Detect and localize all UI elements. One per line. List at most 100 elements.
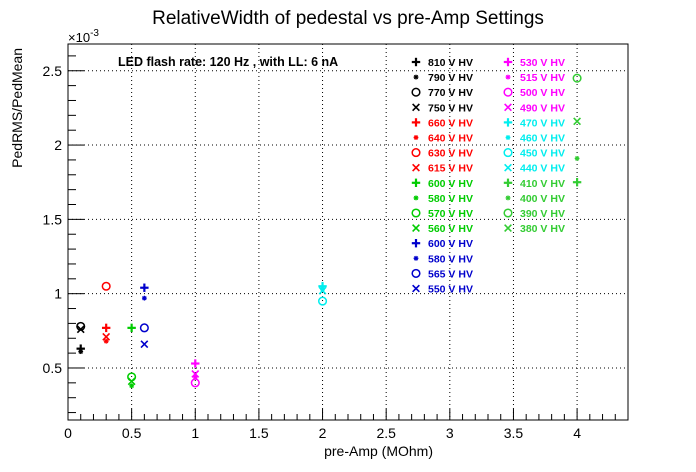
legend-marker: [413, 195, 419, 201]
annotation-text: LED flash rate: 120 Hz , with LL: 6 nA: [118, 55, 338, 69]
data-point-star: [103, 338, 109, 344]
legend-marker: [503, 118, 513, 127]
grid-lines: [68, 44, 628, 420]
legend-label: 600 V HV: [428, 238, 473, 250]
legend-label: 460 V HV: [520, 133, 565, 145]
x-tick-label: 2.5: [376, 425, 396, 441]
data-point-plus: [127, 323, 136, 333]
data-point-cross: [318, 286, 327, 295]
x-tick-label: 0: [64, 425, 72, 441]
legend-label: 490 V HV: [520, 102, 565, 114]
data-point-cross: [127, 377, 136, 386]
legend-marker: [411, 87, 421, 97]
y-tick-label: 2.5: [43, 63, 63, 79]
y-exponent-base: ×10: [68, 30, 90, 45]
legend-label: 500 V HV: [520, 87, 565, 99]
legend-label: 810 V HV: [428, 57, 473, 69]
legend-marker: [503, 178, 513, 187]
legend-label: 530 V HV: [520, 57, 565, 69]
legend-label: 750 V HV: [428, 102, 473, 114]
legend-label: 515 V HV: [520, 72, 565, 84]
legend-marker: [411, 118, 421, 127]
data-point-star: [129, 383, 135, 389]
data-point-star: [574, 156, 580, 161]
legend-marker: [412, 224, 420, 233]
legend-label: 440 V HV: [520, 163, 565, 175]
legend-label: 550 V HV: [428, 284, 473, 296]
y-tick-label: 0.5: [43, 360, 63, 376]
data-point-star: [141, 295, 147, 301]
legend-marker: [504, 103, 512, 112]
data-point-circle: [317, 296, 328, 306]
legend-marker: [412, 103, 420, 112]
data-point-cross: [191, 370, 200, 378]
data-point-plus: [191, 359, 200, 368]
legend-label: 640 V HV: [428, 133, 473, 145]
data-point-circle: [139, 323, 149, 333]
legend-marker: [411, 268, 421, 278]
data-point-cross: [76, 325, 85, 334]
legend-marker: [411, 208, 421, 218]
y-tick-label: 1: [54, 286, 62, 302]
legend-marker: [411, 57, 421, 67]
x-tick-label: 0.5: [122, 425, 142, 441]
legend-marker: [411, 148, 421, 158]
legend-label: 615 V HV: [428, 163, 473, 175]
legend-label: 560 V HV: [428, 223, 473, 235]
legend-label: 470 V HV: [520, 117, 565, 129]
legend-marker: [413, 135, 419, 140]
y-exponent-power: -3: [90, 28, 99, 39]
data-point-cross: [140, 340, 149, 349]
legend-label: 600 V HV: [428, 178, 473, 190]
legend-marker: [413, 74, 419, 80]
x-tick-label: 2: [319, 425, 327, 441]
legend-marker: [503, 87, 513, 97]
legend-marker: [504, 224, 512, 233]
legend-label: 770 V HV: [428, 87, 473, 99]
legend-marker: [412, 163, 420, 172]
legend-marker: [411, 239, 421, 248]
x-tick-label: 1.5: [249, 425, 269, 441]
data-point-cross: [573, 117, 582, 126]
legend-marker: [505, 135, 511, 140]
legend-marker: [505, 195, 511, 201]
legend-marker: [412, 284, 420, 293]
legend-marker: [505, 74, 511, 80]
y-axis-label: PedRMS/PedMean: [9, 48, 25, 168]
data-point-plus: [572, 178, 582, 187]
y-tick-label: 2: [54, 137, 62, 153]
x-tick-label: 3.5: [504, 425, 524, 441]
legend-label: 790 V HV: [428, 72, 473, 84]
data-point-circle: [572, 73, 582, 83]
data-point-plus: [140, 283, 149, 292]
legend-marker: [503, 57, 513, 67]
legend-label: 380 V HV: [520, 223, 565, 235]
legend-label: 580 V HV: [428, 253, 473, 265]
axis-ticks: [67, 55, 629, 420]
legend-label: 630 V HV: [428, 148, 473, 160]
legend: 810 V HV 790 V HV 770 V HV 750 V HV 660 V HV…: [411, 57, 565, 296]
x-tick-label: 4: [573, 425, 581, 441]
legend-marker: [504, 163, 512, 172]
y-tick-label: 1.5: [43, 211, 63, 227]
data-point-star: [78, 349, 84, 355]
x-tick-label: 3: [446, 425, 454, 441]
legend-label: 565 V HV: [428, 268, 473, 280]
legend-marker: [503, 208, 513, 218]
data-points: [76, 73, 582, 389]
axis-tick-labels: 0 0.5 1 1.5 2 2.5 3 3.5 4 0.5 1 1.5 2 2.5: [43, 63, 582, 441]
legend-label: 570 V HV: [428, 208, 473, 220]
legend-marker: [503, 148, 513, 158]
data-point-circle: [101, 281, 111, 291]
legend-label: 400 V HV: [520, 193, 565, 205]
data-point-circle: [190, 378, 200, 388]
data-point-plus: [101, 323, 111, 333]
data-point-cross: [102, 332, 111, 341]
legend-label: 660 V HV: [428, 117, 473, 129]
legend-marker: [413, 255, 419, 261]
y-axis-exponent: ×10-3: [68, 28, 99, 45]
legend-marker: [411, 178, 421, 187]
chart-title: RelativeWidth of pedestal vs pre-Amp Set…: [152, 8, 544, 29]
legend-label: 580 V HV: [428, 193, 473, 205]
